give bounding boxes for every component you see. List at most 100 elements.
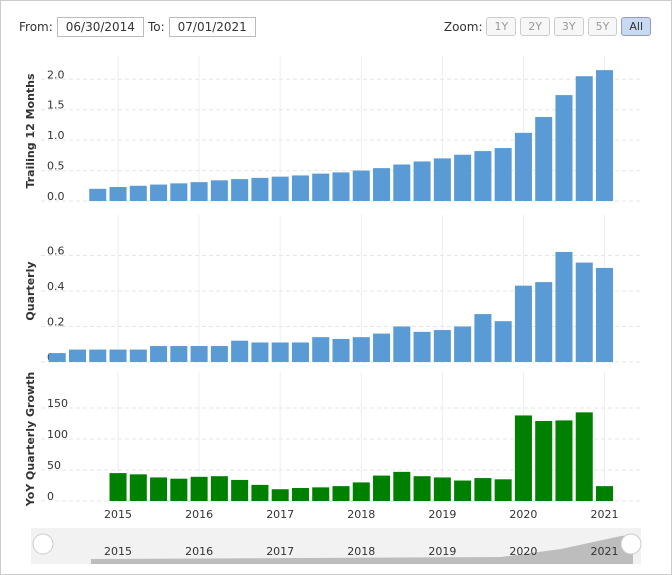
bar — [514, 415, 532, 501]
bar — [352, 482, 370, 501]
bar — [210, 346, 228, 362]
bar — [433, 330, 451, 362]
bar — [352, 337, 370, 362]
bar — [433, 158, 451, 201]
y-tick-label: 1.0 — [47, 129, 65, 142]
bar — [494, 479, 512, 501]
bar — [150, 477, 168, 501]
bar — [129, 185, 147, 201]
y-tick-label: 0 — [47, 490, 54, 503]
x-tick-label: 2015 — [104, 508, 132, 521]
x-tick-label: 2017 — [266, 508, 294, 521]
y-axis-label: Trailing 12 Months — [24, 73, 37, 189]
bar — [413, 161, 431, 201]
bar — [514, 285, 532, 362]
bar — [312, 487, 330, 501]
bar — [68, 349, 86, 362]
bar — [393, 471, 411, 501]
bar — [596, 70, 614, 201]
navigator-handle[interactable] — [620, 533, 642, 555]
bar — [555, 95, 573, 201]
navigator-area — [91, 535, 633, 564]
bar — [575, 262, 593, 362]
bar — [109, 473, 127, 501]
bar — [332, 338, 350, 362]
y-tick-label: 0.5 — [47, 160, 65, 173]
bar — [352, 170, 370, 201]
bar — [373, 475, 391, 501]
bar — [190, 182, 208, 201]
bar — [555, 251, 573, 362]
bar — [291, 175, 309, 201]
bar — [413, 331, 431, 362]
bar — [474, 314, 492, 362]
bar — [373, 333, 391, 362]
bar — [494, 148, 512, 201]
bar — [109, 187, 127, 201]
y-tick-label: 100 — [47, 428, 68, 441]
bar — [210, 180, 228, 201]
bar — [474, 151, 492, 201]
bar — [190, 346, 208, 362]
bar — [596, 267, 614, 362]
bar — [109, 349, 127, 362]
bar — [89, 349, 107, 362]
bar — [190, 476, 208, 501]
x-tick-label: 2016 — [185, 508, 213, 521]
x-tick-label: 2019 — [428, 508, 456, 521]
zoom-button[interactable]: 2Y — [520, 17, 550, 36]
navigator-label: 2015 — [104, 545, 132, 558]
bar — [596, 486, 614, 501]
y-axis-label: Quarterly — [24, 261, 37, 320]
bar — [129, 474, 147, 501]
x-tick-label: 2020 — [509, 508, 537, 521]
bar — [231, 179, 249, 201]
bar — [251, 484, 269, 501]
bar — [231, 479, 249, 501]
bar — [535, 117, 553, 201]
y-axis-label: YoY Quarterly Growth — [24, 372, 37, 508]
bar — [433, 477, 451, 501]
bar — [575, 412, 593, 501]
zoom-button[interactable]: 3Y — [553, 17, 584, 36]
from-input[interactable]: 06/30/2014 — [56, 17, 144, 37]
bar — [251, 342, 269, 362]
navigator-label: 2018 — [347, 545, 375, 558]
zoom-button[interactable]: All — [621, 17, 651, 36]
navigator-handle[interactable] — [32, 533, 54, 555]
navigator-label: 2021 — [591, 545, 619, 558]
date-range: From: 06/30/2014 To: 07/01/2021 — [19, 17, 256, 37]
bar — [474, 478, 492, 501]
from-label: From: — [19, 20, 53, 34]
zoom-button[interactable]: 1Y — [486, 17, 517, 36]
bar — [454, 480, 472, 501]
zoom: Zoom: 1Y 2Y 3Y 5Y All — [444, 17, 651, 36]
bar — [575, 76, 593, 201]
bar — [150, 346, 168, 362]
bar — [89, 188, 107, 201]
bar — [210, 476, 228, 501]
navigator-label: 2016 — [185, 545, 213, 558]
bar — [129, 349, 147, 362]
bar — [393, 164, 411, 201]
to-label: To: — [147, 20, 165, 34]
bar — [332, 172, 350, 201]
bar — [454, 154, 472, 201]
bar — [312, 337, 330, 362]
bar — [454, 326, 472, 362]
bar — [312, 173, 330, 201]
bar — [170, 346, 188, 362]
bar — [251, 177, 269, 201]
bar — [535, 282, 553, 362]
bar — [535, 421, 553, 501]
zoom-button[interactable]: 5Y — [587, 17, 618, 36]
bar — [494, 321, 512, 362]
to-input[interactable]: 07/01/2021 — [168, 17, 256, 37]
bar — [332, 486, 350, 501]
y-tick-label: 0.0 — [47, 190, 65, 203]
bar — [271, 342, 289, 362]
bar — [48, 353, 66, 362]
bar — [170, 183, 188, 201]
